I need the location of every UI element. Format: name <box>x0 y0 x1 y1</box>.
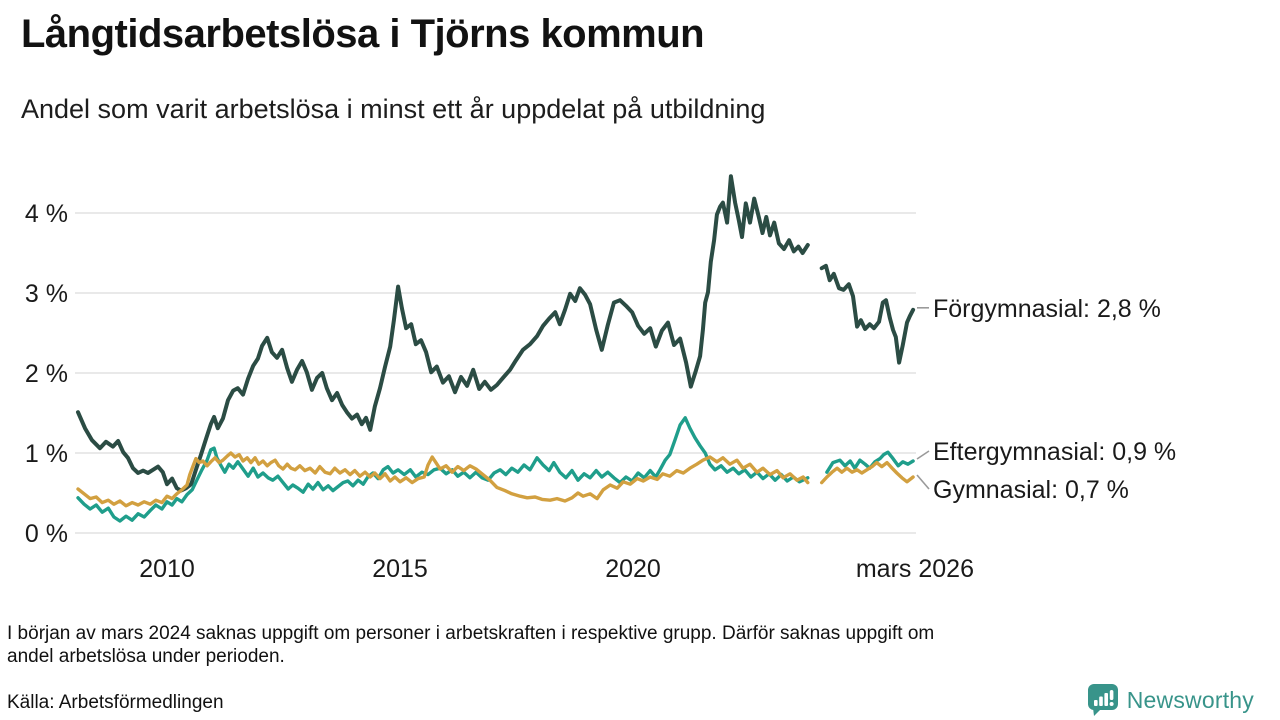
y-tick-label: 4 % <box>25 200 68 228</box>
footnote-line-2: andel arbetslösa under perioden. <box>7 646 285 667</box>
y-tick-label: 2 % <box>25 360 68 388</box>
y-tick-label: 1 % <box>25 440 68 468</box>
x-tick-label: 2020 <box>605 555 661 583</box>
series-line-gymnasial-seg2 <box>820 460 915 485</box>
series-line-gymnasial-seg1 <box>76 451 810 508</box>
newsworthy-chart-bubble-icon <box>1087 684 1118 716</box>
chart-footnote: I början av mars 2024 saknas uppgift om … <box>7 622 934 668</box>
footnote-line-1: I början av mars 2024 saknas uppgift om … <box>7 623 935 644</box>
source-label: Källa: Arbetsförmedlingen <box>7 692 224 713</box>
series-line-förgymnasial-seg2 <box>819 263 916 365</box>
series-line-eftergymnasial-seg1 <box>76 416 810 523</box>
newsworthy-logo-text: Newsworthy <box>1126 686 1254 713</box>
newsworthy-logo: Newsworthy <box>1087 683 1254 717</box>
y-tick-label: 3 % <box>25 280 68 308</box>
series-end-label-eftergymnasial: Eftergymnasial: 0,9 % <box>933 438 1176 466</box>
page-subtitle: Andel som varit arbetslösa i minst ett å… <box>21 94 766 124</box>
label-connector-gymnasial <box>916 474 930 490</box>
page-title: Långtidsarbetslösa i Tjörns kommun <box>21 12 705 56</box>
x-tick-label: 2015 <box>372 555 428 583</box>
series-line-förgymnasial-seg1 <box>76 174 810 493</box>
series-end-label-förgymnasial: Förgymnasial: 2,8 % <box>933 295 1161 323</box>
x-tick-label: mars 2026 <box>856 555 974 583</box>
y-tick-label: 0 % <box>25 520 68 548</box>
x-tick-label: 2010 <box>139 555 195 583</box>
label-connector-eftergymnasial <box>916 450 930 460</box>
series-end-label-gymnasial: Gymnasial: 0,7 % <box>933 476 1129 504</box>
